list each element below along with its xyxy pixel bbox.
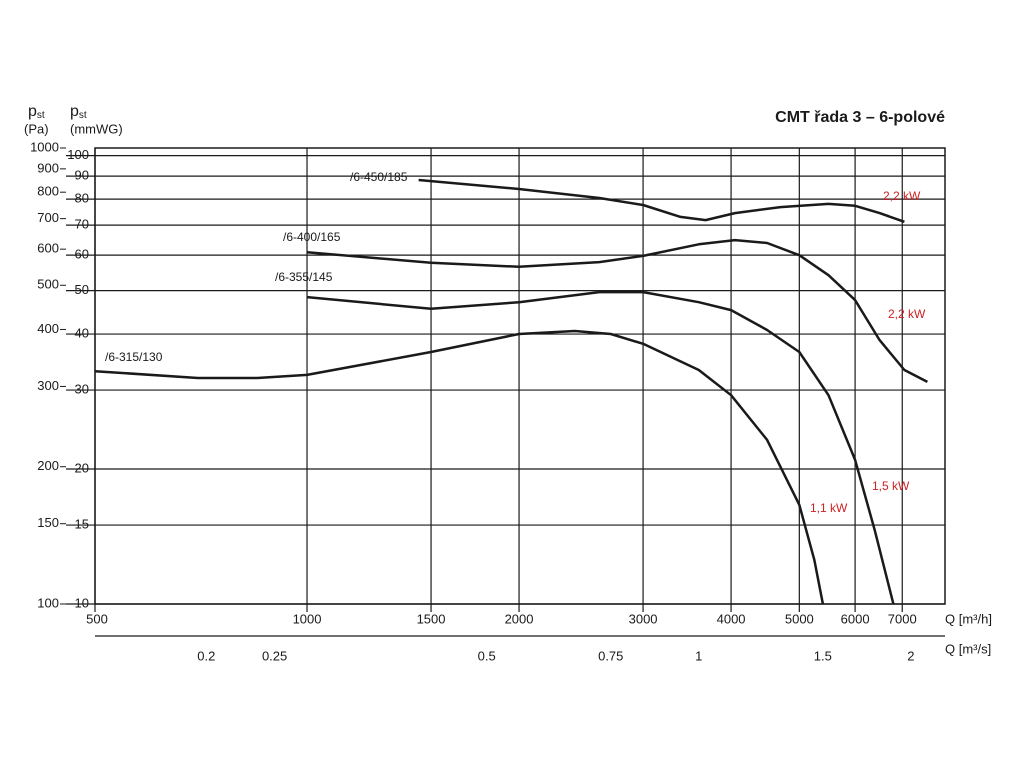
y2-tick-label: 15: [75, 516, 89, 531]
y-tick-label: 300: [37, 378, 59, 393]
y2-tick-label: 30: [75, 382, 89, 397]
y-tick-label: 500: [37, 277, 59, 292]
y2-label-main: p: [70, 103, 79, 120]
x2-tick-label: 0.2: [197, 648, 215, 663]
fan-curve: [94, 329, 825, 605]
y-tick-label: 200: [37, 458, 59, 473]
y-tick-label: 150: [37, 515, 59, 530]
y-tick-label: 700: [37, 210, 59, 225]
fan-curve: [306, 290, 895, 605]
x-tick-label: 1000: [293, 611, 322, 626]
y2-tick-label: 70: [75, 217, 89, 232]
chart-title: CMT řada 3 – 6-polové: [775, 109, 945, 126]
curve-label: /6-450/185: [350, 170, 408, 184]
x-tick-label: 7000: [888, 611, 917, 626]
curve-label: /6-400/165: [283, 230, 341, 244]
y2-tick-label: 100: [67, 147, 89, 162]
y-tick-label: 400: [37, 321, 59, 336]
x2-tick-label: 1.5: [814, 648, 832, 663]
y2-tick-label: 20: [75, 460, 89, 475]
plot-frame: [94, 147, 946, 605]
x2-tick-label: 2: [907, 648, 914, 663]
fan-curve: [306, 238, 928, 384]
y-tick-label: 800: [37, 184, 59, 199]
y2-tick-label: 50: [75, 282, 89, 297]
y2-tick-label: 10: [75, 595, 89, 610]
x-tick-label: 1500: [417, 611, 446, 626]
y2-tick-label: 90: [75, 168, 89, 183]
x-tick-label: 3000: [629, 611, 658, 626]
y-label-sub: st: [37, 110, 45, 121]
y2-tick-label: 60: [75, 247, 89, 262]
x-tick-label: 5000: [785, 611, 814, 626]
y-tick-label: 900: [37, 160, 59, 175]
power-label: 1,5 kW: [872, 479, 910, 493]
x-tick-label: 4000: [717, 611, 746, 626]
x-tick-label: 6000: [841, 611, 870, 626]
y-tick-label: 1000: [30, 139, 59, 154]
y-tick-label: 100: [37, 595, 59, 610]
curve-label: /6-315/130: [105, 350, 163, 364]
fan-curve: [418, 178, 905, 223]
y2-tick-label: 80: [75, 191, 89, 206]
x2-tick-label: 1: [695, 648, 702, 663]
y2-axis-label: pst: [70, 103, 87, 120]
y-tick-label: 600: [37, 241, 59, 256]
y2-axis-unit: (mmWG): [70, 121, 123, 136]
power-label: 1,1 kW: [810, 501, 848, 515]
x2-tick-label: 0.75: [598, 648, 623, 663]
y-label-main: p: [28, 103, 37, 120]
power-label: 2,2 kW: [888, 307, 926, 321]
x-tick-label: 500: [86, 611, 108, 626]
power-label: 2,2 kW: [883, 189, 921, 203]
x-axis-label: Q [m³/h]: [945, 611, 992, 626]
curve-label: /6-355/145: [275, 270, 333, 284]
x2-axis-label: Q [m³/s]: [945, 641, 991, 656]
y-axis-unit: (Pa): [24, 121, 49, 136]
x2-tick-label: 0.25: [262, 648, 287, 663]
y-axis-label: pst: [28, 103, 45, 120]
x-tick-label: 2000: [505, 611, 534, 626]
x2-tick-label: 0.5: [478, 648, 496, 663]
y2-tick-label: 40: [75, 325, 89, 340]
y2-label-sub: st: [79, 110, 87, 121]
